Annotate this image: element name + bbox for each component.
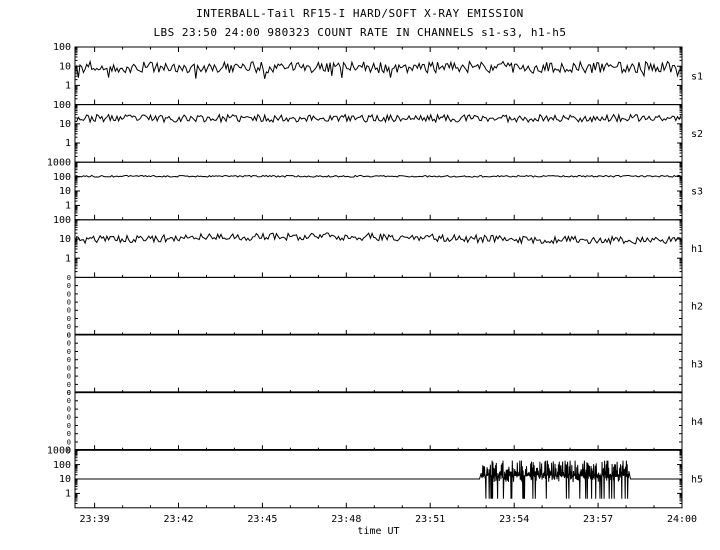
series-s2 — [74, 113, 682, 124]
x-tick-label: 24:00 — [667, 514, 697, 525]
channel-label-h2: h2 — [691, 302, 703, 313]
panel-s1: 1 10 100 s1 — [53, 42, 703, 106]
panel-border-h3 — [74, 334, 683, 394]
channel-label-h4: h4 — [691, 417, 703, 428]
y-tick-label: 0 — [67, 406, 71, 414]
y-tick-label: 100 — [53, 100, 71, 111]
y-tick-label: 0 — [67, 447, 71, 455]
y-tick-label: 10 — [59, 186, 71, 197]
panel-h1: 1 10 100 h1 — [53, 215, 703, 278]
series-s1 — [74, 59, 682, 79]
y-tick-label: 0 — [67, 414, 71, 422]
y-tick-label: 1 — [65, 489, 71, 500]
channel-label-s2: s2 — [691, 129, 703, 140]
y-tick-label: 1 — [65, 201, 71, 212]
y-tick-label: 0 — [67, 389, 71, 397]
y-tick-label: 0 — [67, 315, 71, 323]
y-tick-label: 10 — [59, 119, 71, 130]
channel-label-h5: h5 — [691, 475, 703, 486]
y-tick-label: 100 — [53, 172, 71, 183]
x-axis-label: time UT — [357, 526, 400, 537]
y-tick-label: 10 — [59, 61, 71, 72]
x-tick-label: 23:54 — [499, 514, 529, 525]
y-tick-label: 0 — [67, 274, 71, 282]
y-tick-label: 0 — [67, 299, 71, 307]
x-tick-label: 23:48 — [331, 514, 361, 525]
y-tick-label: 100 — [53, 215, 71, 226]
y-tick-label: 0 — [67, 356, 71, 364]
y-tick-label: 10 — [59, 234, 71, 245]
x-tick-label: 23:45 — [247, 514, 277, 525]
panel-h5: 1 10 100 1000 h5 — [47, 445, 703, 509]
chart-title: INTERBALL-Tail RF15-I HARD/SOFT X-RAY EM… — [196, 7, 524, 20]
series-s3 — [74, 174, 682, 178]
panel-s3: 1 10 100 1000 s3 — [47, 157, 703, 221]
panel-border-h2 — [74, 276, 683, 336]
y-tick-label: 1 — [65, 138, 71, 149]
y-tick-label: 0 — [67, 282, 71, 290]
y-tick-label: 0 — [67, 307, 71, 315]
channel-label-h1: h1 — [691, 244, 703, 255]
y-tick-label: 0 — [67, 430, 71, 438]
x-tick-label: 23:42 — [163, 514, 193, 525]
y-tick-label: 1000 — [47, 445, 71, 456]
y-tick-label: 0 — [67, 340, 71, 348]
x-tick-label: 23:51 — [415, 514, 445, 525]
y-tick-label: 10 — [59, 474, 71, 485]
panel-border-h4 — [74, 392, 683, 451]
panel-border-h1 — [74, 219, 683, 278]
x-tick-label: 23:57 — [583, 514, 613, 525]
panel-border-s2 — [74, 104, 683, 163]
y-tick-label: 0 — [67, 389, 71, 397]
y-tick-label: 100 — [53, 42, 71, 53]
y-tick-label: 0 — [67, 331, 71, 339]
panel-border-s3 — [74, 161, 683, 221]
panel-border-s1 — [74, 46, 683, 106]
y-tick-label: 0 — [67, 438, 71, 446]
panel-s2: 1 10 100 s2 — [53, 100, 703, 163]
series-h1 — [74, 231, 682, 246]
channel-label-s3: s3 — [691, 187, 703, 198]
y-tick-label: 100 — [53, 460, 71, 471]
channel-label-s1: s1 — [691, 71, 703, 82]
y-tick-label: 0 — [67, 331, 71, 339]
channel-label-h3: h3 — [691, 359, 703, 370]
y-tick-label: 0 — [67, 373, 71, 381]
y-tick-label: 0 — [67, 397, 71, 405]
y-tick-label: 0 — [67, 381, 71, 389]
series-h5 — [75, 460, 681, 499]
y-tick-label: 0 — [67, 364, 71, 372]
y-tick-label: 0 — [67, 290, 71, 298]
y-tick-label: 1000 — [47, 157, 71, 168]
y-tick-label: 1 — [65, 81, 71, 92]
y-tick-label: 1 — [65, 253, 71, 264]
y-tick-label: 0 — [67, 348, 71, 356]
y-tick-label: 0 — [67, 422, 71, 430]
x-tick-label: 23:39 — [80, 514, 110, 525]
y-tick-label: 0 — [67, 323, 71, 331]
chart-subtitle: LBS 23:50 24:00 980323 COUNT RATE IN CHA… — [153, 26, 567, 39]
